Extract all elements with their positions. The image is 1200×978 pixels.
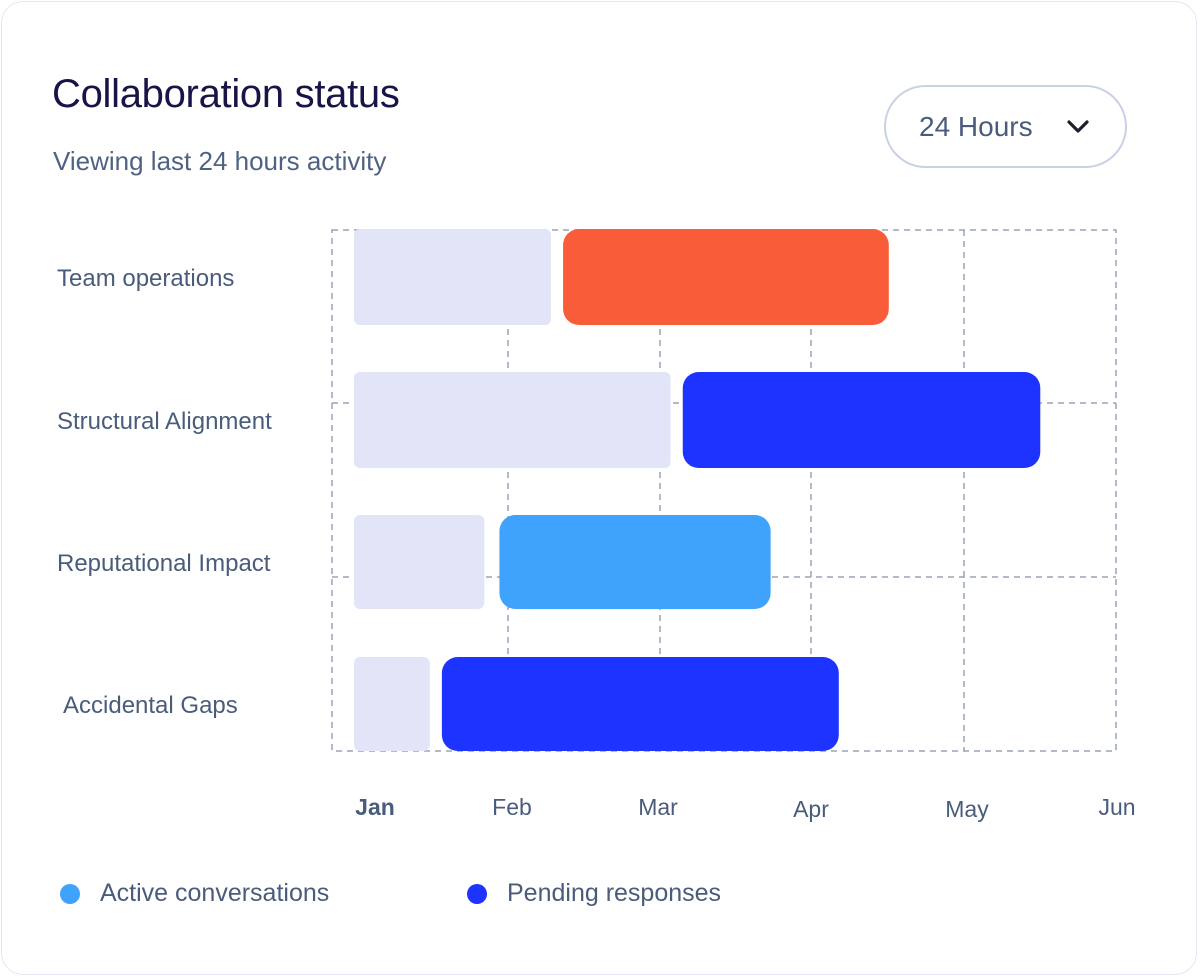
card-title: Collaboration status <box>52 72 400 116</box>
category-label: Team operations <box>57 265 234 292</box>
idle-segment-bar <box>354 372 671 468</box>
x-tick-label: Jun <box>1098 794 1135 820</box>
pending-segment-bar <box>682 372 1041 468</box>
x-tick-label: Feb <box>492 794 532 820</box>
idle-segment-bar <box>354 229 551 325</box>
legend-dot-icon <box>467 883 487 904</box>
idle-segment-bar <box>354 515 485 609</box>
legend-label: Pending responses <box>507 879 722 907</box>
legend-label: Active conversations <box>100 879 330 907</box>
highlight-segment-bar <box>563 229 889 325</box>
idle-segment-bar <box>354 657 430 751</box>
time-range-dropdown[interactable]: 24 Hours <box>884 85 1127 168</box>
legend-item: Active conversations <box>60 879 329 908</box>
category-label: Structural Alignment <box>57 408 272 435</box>
chevron-down-icon <box>1067 120 1089 133</box>
x-tick-label: May <box>945 796 989 822</box>
card-subtitle: Viewing last 24 hours activity <box>53 146 387 176</box>
x-tick-label: Jan <box>355 794 395 820</box>
pending-segment-bar <box>441 657 839 751</box>
x-tick-label: Mar <box>638 794 678 820</box>
legend-dot-icon <box>60 883 80 904</box>
active-segment-bar <box>499 515 771 609</box>
category-label: Accidental Gaps <box>63 692 238 719</box>
x-tick-label: Apr <box>793 796 829 822</box>
time-range-label: 24 Hours <box>919 111 1033 142</box>
legend-item: Pending responses <box>467 879 721 908</box>
category-label: Reputational Impact <box>57 550 271 577</box>
